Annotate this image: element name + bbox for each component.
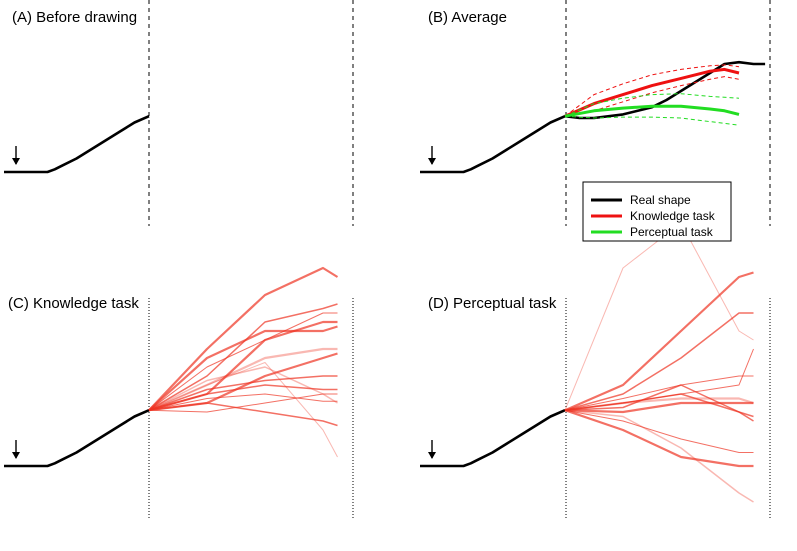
legend-box <box>582 181 732 242</box>
panel-d-down-arrow-icon <box>428 452 436 459</box>
legend-label-0: Real shape <box>630 193 691 207</box>
panel-c-trial-line <box>148 325 338 412</box>
panel-c-trial-line <box>148 393 338 413</box>
panel-c-title: (C) Knowledge task <box>8 295 139 312</box>
panel-c-series-real-shape <box>4 409 150 468</box>
panel-b-ci-upper-1 <box>564 64 740 117</box>
panel-c-trial-line <box>148 366 338 411</box>
legend-label-2: Perceptual task <box>630 225 714 239</box>
panel-b-ci-lower-1 <box>564 76 740 117</box>
panel-d-trial-line <box>564 409 754 468</box>
panel-b-series-knowledge-task <box>564 67 740 118</box>
panel-c-down-arrow-icon <box>12 452 20 459</box>
panel-d-trial-line <box>564 222 754 411</box>
panel-b-series-perceptual-task <box>564 104 740 118</box>
panel-a-series-real-shape <box>4 115 150 174</box>
panel-d-trial-line <box>564 384 754 422</box>
panel-d-trial-line <box>564 312 754 411</box>
panel-b-series-real-shape <box>420 60 766 174</box>
panel-a-down-arrow-icon <box>12 158 20 165</box>
panel-d-trial-line <box>564 409 754 503</box>
panel-a-title: (A) Before drawing <box>12 9 138 26</box>
panel-c-trial-line <box>148 375 338 411</box>
panel-b-ci-upper-2 <box>564 93 740 117</box>
panel-c-trial-line <box>148 347 338 412</box>
panel-d-trial-line <box>564 401 754 414</box>
panel-c-trial-line <box>148 352 338 412</box>
panel-c-trial-line <box>148 362 338 458</box>
panel-b-down-arrow-icon <box>428 158 436 165</box>
panel-d-trial-line <box>564 409 754 453</box>
panel-c-trial-line <box>148 266 339 411</box>
panel-d-trial-line <box>564 271 754 412</box>
panel-c-trial-line <box>148 303 338 411</box>
panel-d-title: (D) Perceptual task <box>428 295 557 312</box>
panel-c-trial-line <box>148 393 338 411</box>
panel-b-title: (B) Average <box>428 9 507 26</box>
panel-d-trial-line <box>564 348 754 411</box>
panel-c-trial-line <box>148 320 338 412</box>
panel-b-ci-lower-2 <box>564 115 740 126</box>
panel-d-series-real-shape <box>420 409 566 468</box>
legend-label-1: Knowledge task <box>630 209 716 223</box>
